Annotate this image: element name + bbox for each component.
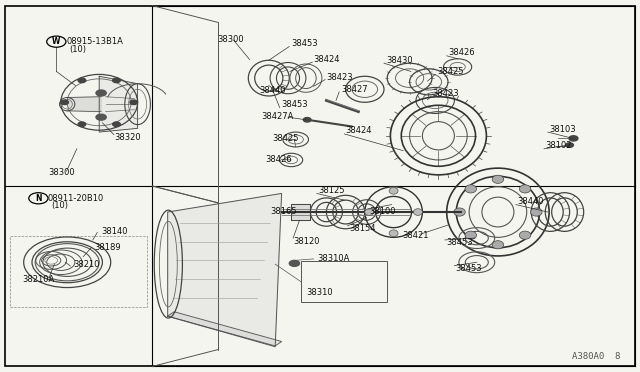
Ellipse shape	[465, 231, 477, 239]
Text: 38300: 38300	[218, 35, 244, 44]
Circle shape	[303, 118, 311, 122]
Circle shape	[61, 100, 68, 105]
Ellipse shape	[492, 241, 504, 249]
Text: W: W	[52, 37, 61, 46]
Ellipse shape	[531, 208, 542, 216]
Circle shape	[569, 136, 578, 141]
Text: 38453: 38453	[447, 238, 474, 247]
Bar	[301, 261, 387, 302]
Circle shape	[78, 122, 86, 126]
Text: 38154: 38154	[349, 224, 375, 233]
Text: 38425: 38425	[272, 134, 298, 143]
Bar	[10, 236, 147, 307]
Text: 38125: 38125	[319, 186, 345, 195]
Text: (10): (10)	[51, 201, 68, 210]
Text: 38440: 38440	[259, 86, 285, 94]
Circle shape	[96, 90, 106, 96]
Text: A380A0  8: A380A0 8	[572, 352, 621, 361]
Polygon shape	[99, 76, 138, 132]
Text: 38424: 38424	[314, 55, 340, 64]
Text: 38165: 38165	[270, 207, 297, 216]
Ellipse shape	[519, 231, 531, 239]
Text: 38140: 38140	[101, 227, 127, 236]
Text: 38310A: 38310A	[317, 254, 349, 263]
Text: 08911-20B10: 08911-20B10	[48, 194, 104, 203]
Text: N: N	[35, 194, 42, 203]
Text: 38426: 38426	[448, 48, 475, 57]
Text: 38424: 38424	[346, 126, 372, 135]
Text: 38310: 38310	[306, 288, 333, 297]
Circle shape	[289, 260, 300, 266]
Ellipse shape	[465, 185, 477, 193]
Ellipse shape	[454, 208, 465, 216]
Text: 38210: 38210	[74, 260, 100, 269]
Text: 38453: 38453	[456, 264, 483, 273]
Text: 38421: 38421	[402, 231, 428, 240]
Text: 38300: 38300	[48, 169, 75, 177]
Text: 38423: 38423	[432, 89, 459, 98]
Ellipse shape	[413, 209, 422, 215]
Polygon shape	[67, 97, 101, 112]
Text: 38453: 38453	[282, 100, 308, 109]
Text: 38427A: 38427A	[261, 112, 294, 121]
Text: (10): (10)	[69, 45, 86, 54]
Ellipse shape	[389, 230, 398, 237]
Text: 38103: 38103	[549, 125, 576, 134]
Text: 38102: 38102	[545, 141, 572, 150]
Polygon shape	[291, 204, 310, 220]
Text: 38453: 38453	[291, 39, 318, 48]
Circle shape	[113, 122, 120, 126]
Text: 38189: 38189	[95, 243, 122, 251]
Text: 38320: 38320	[114, 133, 141, 142]
Text: 38120: 38120	[293, 237, 319, 246]
Text: 38440: 38440	[517, 197, 543, 206]
Circle shape	[78, 78, 86, 83]
Circle shape	[130, 100, 138, 105]
Ellipse shape	[519, 185, 531, 193]
Text: 38427: 38427	[341, 85, 368, 94]
Text: 38425: 38425	[437, 67, 463, 76]
Ellipse shape	[389, 187, 398, 194]
Circle shape	[96, 114, 106, 120]
Text: 08915-13B1A: 08915-13B1A	[67, 37, 124, 46]
Text: 38100: 38100	[369, 207, 396, 216]
Circle shape	[566, 143, 573, 147]
Text: 38210A: 38210A	[22, 275, 54, 283]
Polygon shape	[168, 312, 282, 346]
Polygon shape	[168, 193, 282, 347]
Text: 38430: 38430	[386, 56, 413, 65]
Ellipse shape	[492, 175, 504, 183]
Circle shape	[113, 78, 120, 83]
Text: 38423: 38423	[326, 73, 353, 81]
Text: 38426: 38426	[266, 155, 292, 164]
Ellipse shape	[365, 209, 374, 215]
